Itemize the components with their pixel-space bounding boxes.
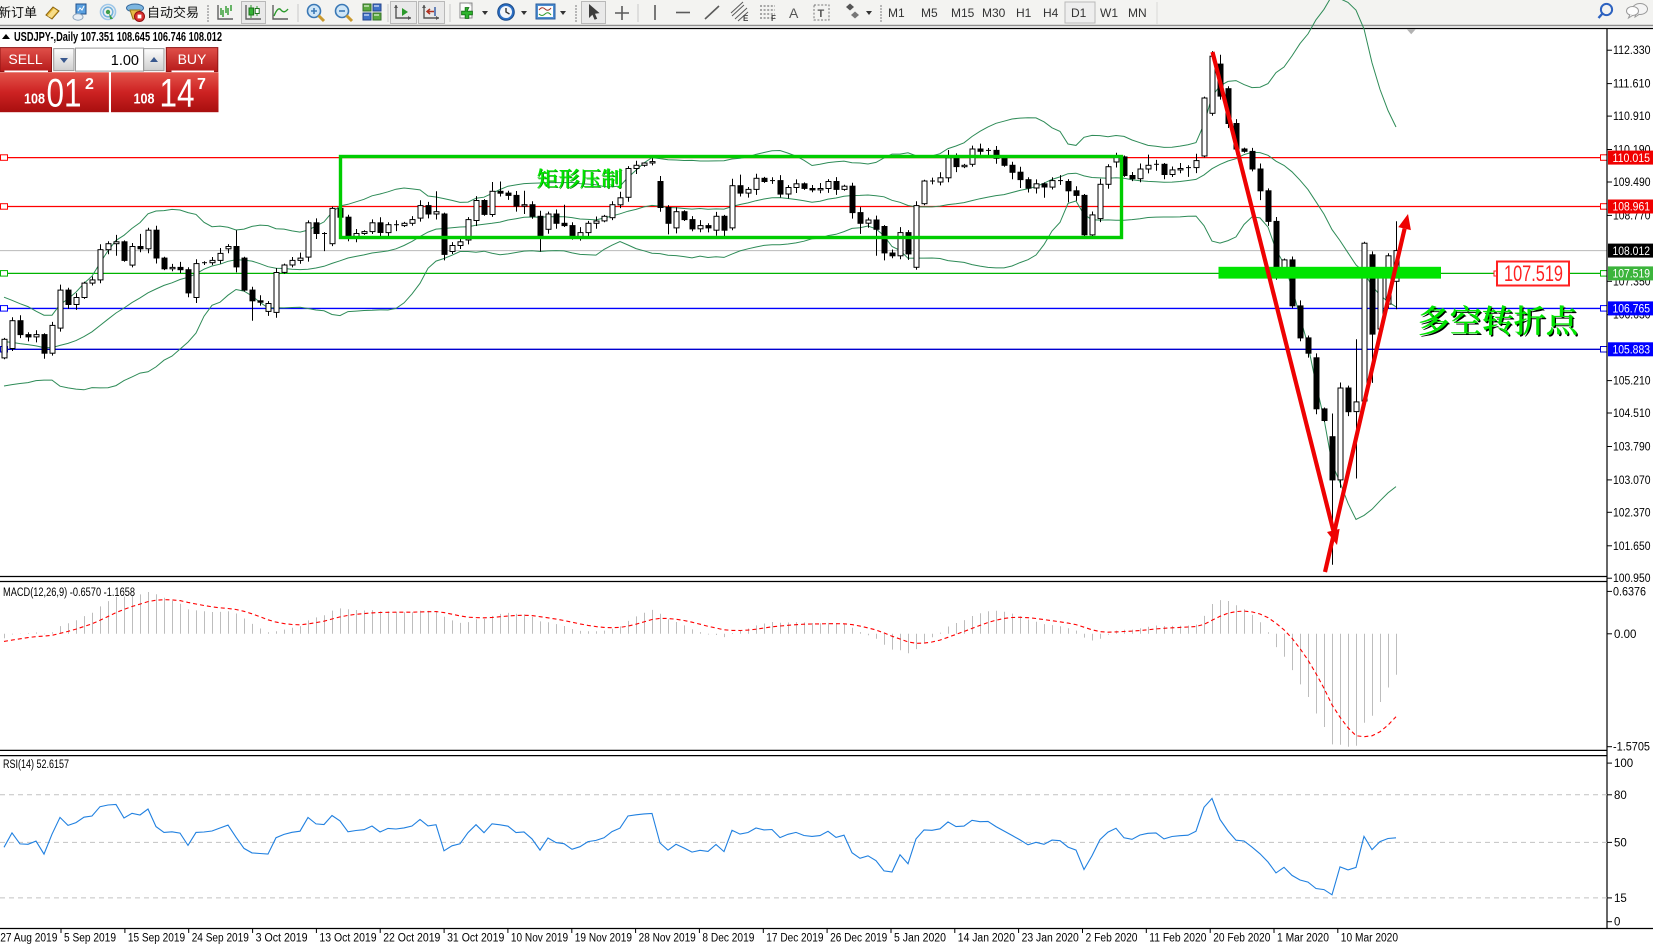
svg-text:100.950: 100.950 <box>1613 573 1651 585</box>
svg-text:80: 80 <box>1614 790 1627 802</box>
svg-text:H4: H4 <box>1043 6 1059 20</box>
svg-text:110.910: 110.910 <box>1613 111 1651 123</box>
svg-text:15 Sep 2019: 15 Sep 2019 <box>128 933 185 945</box>
svg-text:M30: M30 <box>982 6 1006 20</box>
svg-text:MACD(12,26,9) -0.6570 -1.1658: MACD(12,26,9) -0.6570 -1.1658 <box>3 587 135 599</box>
svg-text:31 Oct 2019: 31 Oct 2019 <box>447 933 504 945</box>
svg-text:1.00: 1.00 <box>111 53 139 69</box>
svg-text:17 Dec 2019: 17 Dec 2019 <box>766 933 823 945</box>
svg-text:5 Sep 2019: 5 Sep 2019 <box>64 933 116 945</box>
svg-text:1 Mar 2020: 1 Mar 2020 <box>1277 933 1329 945</box>
svg-text:10 Mar 2020: 10 Mar 2020 <box>1341 933 1398 945</box>
svg-text:104.510: 104.510 <box>1613 408 1651 420</box>
svg-text:3 Oct 2019: 3 Oct 2019 <box>256 933 308 945</box>
svg-text:0.6376: 0.6376 <box>1613 586 1646 598</box>
svg-text:100: 100 <box>1614 758 1633 770</box>
svg-text:108.012: 108.012 <box>1613 246 1651 258</box>
svg-text:50: 50 <box>1614 837 1627 849</box>
svg-text:MN: MN <box>1128 6 1147 20</box>
svg-text:2: 2 <box>85 76 94 93</box>
svg-text:13 Oct 2019: 13 Oct 2019 <box>319 933 376 945</box>
svg-text:112.330: 112.330 <box>1613 45 1651 57</box>
svg-text:109.490: 109.490 <box>1613 177 1651 189</box>
svg-text:27 Aug 2019: 27 Aug 2019 <box>0 933 57 945</box>
svg-text:11 Feb 2020: 11 Feb 2020 <box>1149 933 1206 945</box>
svg-text:107.519: 107.519 <box>1504 261 1563 286</box>
svg-text:14 Jan 2020: 14 Jan 2020 <box>958 933 1015 945</box>
svg-text:2 Feb 2020: 2 Feb 2020 <box>1086 933 1138 945</box>
svg-text:M1: M1 <box>888 6 905 20</box>
svg-text:108.961: 108.961 <box>1613 202 1651 214</box>
svg-text:M5: M5 <box>921 6 938 20</box>
svg-text:F: F <box>771 14 776 23</box>
svg-text:106.765: 106.765 <box>1613 304 1651 316</box>
svg-text:26 Dec 2019: 26 Dec 2019 <box>830 933 887 945</box>
svg-text:105.210: 105.210 <box>1613 376 1651 388</box>
svg-text:E: E <box>743 14 749 23</box>
svg-text:10 Nov 2019: 10 Nov 2019 <box>511 933 568 945</box>
svg-text:108: 108 <box>24 91 45 108</box>
svg-text:101.650: 101.650 <box>1613 541 1651 553</box>
svg-text:23 Jan 2020: 23 Jan 2020 <box>1022 933 1079 945</box>
svg-text:15: 15 <box>1614 893 1627 905</box>
svg-text:BUY: BUY <box>178 51 207 67</box>
svg-text:SELL: SELL <box>8 51 42 67</box>
svg-text:110.015: 110.015 <box>1613 153 1651 165</box>
svg-text:102.370: 102.370 <box>1613 507 1651 519</box>
svg-text:24 Sep 2019: 24 Sep 2019 <box>192 933 249 945</box>
svg-text:7: 7 <box>197 76 206 93</box>
svg-text:20 Feb 2020: 20 Feb 2020 <box>1213 933 1270 945</box>
svg-text:103.070: 103.070 <box>1613 475 1651 487</box>
svg-text:22 Oct 2019: 22 Oct 2019 <box>383 933 440 945</box>
svg-text:103.790: 103.790 <box>1613 442 1651 454</box>
svg-text:0.00: 0.00 <box>1614 629 1636 641</box>
svg-text:A: A <box>789 5 799 21</box>
svg-text:107.519: 107.519 <box>1613 269 1651 281</box>
svg-text:M15: M15 <box>951 6 975 20</box>
svg-text:5 Jan 2020: 5 Jan 2020 <box>894 933 946 945</box>
svg-text:28 Nov 2019: 28 Nov 2019 <box>639 933 696 945</box>
svg-text:8 Dec 2019: 8 Dec 2019 <box>702 933 754 945</box>
svg-text:H1: H1 <box>1016 6 1032 20</box>
svg-text:105.883: 105.883 <box>1613 345 1651 357</box>
svg-text:01: 01 <box>47 72 82 116</box>
svg-text:-1.5705: -1.5705 <box>1613 742 1650 754</box>
svg-text:W1: W1 <box>1100 6 1118 20</box>
svg-text:USDJPY-,Daily 107.351 108.645: USDJPY-,Daily 107.351 108.645 106.746 10… <box>14 30 222 44</box>
svg-text:0: 0 <box>1614 917 1620 929</box>
svg-text:RSI(14) 52.6157: RSI(14) 52.6157 <box>3 759 69 771</box>
svg-text:14: 14 <box>160 72 195 116</box>
svg-text:111.610: 111.610 <box>1613 79 1651 91</box>
svg-text:19 Nov 2019: 19 Nov 2019 <box>575 933 632 945</box>
svg-text:T: T <box>818 8 825 20</box>
svg-text:108: 108 <box>134 91 155 108</box>
svg-text:D1: D1 <box>1071 6 1087 20</box>
